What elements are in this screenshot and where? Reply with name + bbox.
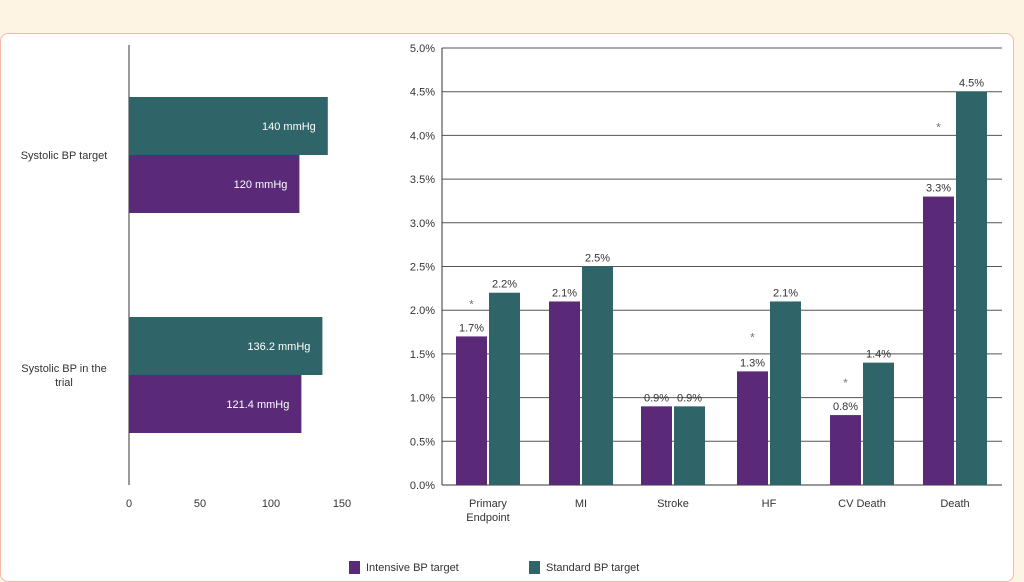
bar xyxy=(129,97,328,155)
bar xyxy=(129,375,302,433)
bar xyxy=(923,196,954,485)
bar-value-label: 2.2% xyxy=(492,279,517,291)
significance-marker: * xyxy=(469,297,474,311)
bar xyxy=(770,301,801,485)
y-tick-label: 4.0% xyxy=(410,130,435,142)
x-tick-label: 0 xyxy=(126,498,132,510)
bar xyxy=(129,155,300,213)
y-tick-label: 4.5% xyxy=(410,87,435,99)
bar-value-label: 0.9% xyxy=(677,392,702,404)
bar-value-label: 3.3% xyxy=(926,183,951,195)
x-category-label: MI xyxy=(575,498,587,510)
bar-value-label: 120 mmHg xyxy=(234,179,288,191)
bar-value-label: 0.9% xyxy=(644,392,669,404)
legend: Intensive BP target Standard BP target xyxy=(349,561,639,574)
bar-value-label: 136.2 mmHg xyxy=(247,341,310,353)
significance-marker: * xyxy=(936,121,941,135)
x-category-label: HF xyxy=(762,498,777,510)
bar-value-label: 140 mmHg xyxy=(262,121,316,133)
y-tick-label: 5.0% xyxy=(410,43,435,55)
bar xyxy=(129,317,323,375)
x-tick-label: 150 xyxy=(333,498,351,510)
bar xyxy=(549,301,580,485)
y-tick-label: 0.5% xyxy=(410,436,435,448)
y-tick-label: 2.5% xyxy=(410,262,435,274)
category-label: trial xyxy=(55,377,73,389)
y-tick-label: 1.0% xyxy=(410,393,435,405)
bar xyxy=(489,292,520,485)
bar-value-label: 0.8% xyxy=(833,401,858,413)
legend-swatch-standard xyxy=(529,561,540,574)
category-label: Systolic BP in the xyxy=(21,363,106,375)
bar xyxy=(674,406,705,485)
x-tick-label: 100 xyxy=(262,498,280,510)
bar xyxy=(582,266,613,485)
bar xyxy=(863,362,894,485)
significance-marker: * xyxy=(843,376,848,390)
y-tick-label: 3.0% xyxy=(410,218,435,230)
legend-swatch-intensive xyxy=(349,561,360,574)
bar-value-label: 2.1% xyxy=(773,287,798,299)
y-tick-label: 1.5% xyxy=(410,349,435,361)
bar-value-label: 4.5% xyxy=(959,78,984,90)
x-category-label: Primary xyxy=(469,498,507,510)
bar xyxy=(456,336,487,485)
category-label: Systolic BP target xyxy=(21,150,108,162)
y-tick-label: 2.0% xyxy=(410,305,435,317)
significance-marker: * xyxy=(750,330,755,344)
bar xyxy=(641,406,672,485)
legend-label-intensive: Intensive BP target xyxy=(366,562,459,574)
y-tick-label: 0.0% xyxy=(410,480,435,492)
bar-value-label: 121.4 mmHg xyxy=(226,399,289,411)
bar xyxy=(737,371,768,485)
bar-value-label: 2.5% xyxy=(585,253,610,265)
y-tick-label: 3.5% xyxy=(410,174,435,186)
x-category-label: CV Death xyxy=(838,498,886,510)
bp-target-chart: 0 50 100 150 140 mmHg 120 mmHg Systolic BP tar… xyxy=(21,45,351,510)
bar-value-label: 2.1% xyxy=(552,287,577,299)
x-category-label: Stroke xyxy=(657,498,689,510)
bar-value-label: 1.7% xyxy=(459,322,484,334)
x-category-label: Endpoint xyxy=(466,512,509,524)
legend-label-standard: Standard BP target xyxy=(546,562,639,574)
outcomes-chart: 0.0% 0.5% 1.0% 1.5% 2.0% 2.5% 3.0% 3.5% 4.0% 4.5%… xyxy=(410,43,1002,524)
bar-value-label: 1.4% xyxy=(866,349,891,361)
x-tick-label: 50 xyxy=(194,498,206,510)
bar xyxy=(956,91,987,485)
x-category-label: Death xyxy=(940,498,969,510)
bar-value-label: 1.3% xyxy=(740,357,765,369)
bar xyxy=(830,415,861,485)
